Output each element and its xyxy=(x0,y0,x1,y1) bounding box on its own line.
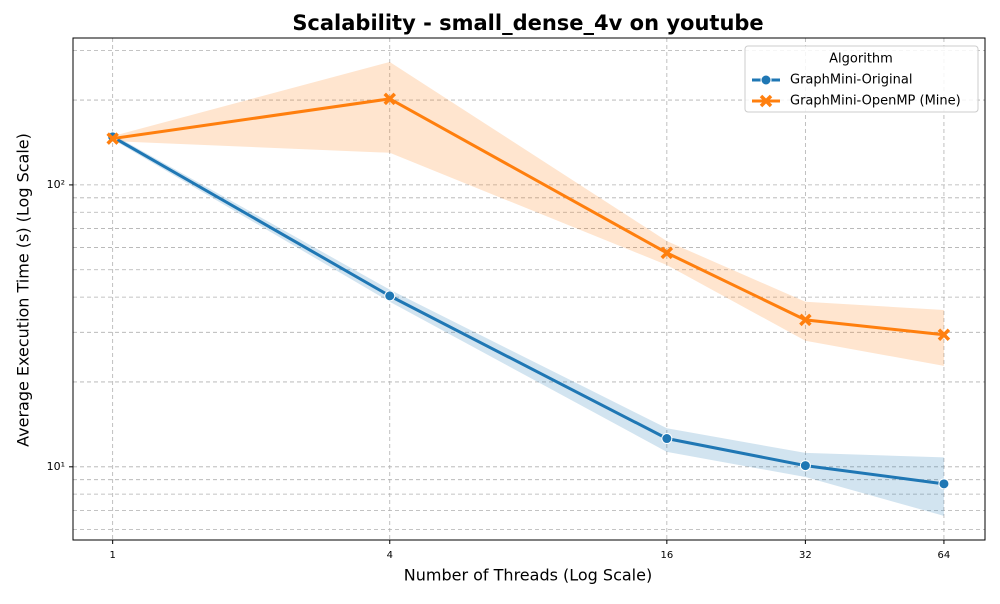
marker xyxy=(760,74,772,86)
legend-label: GraphMini-OpenMP (Mine) xyxy=(790,94,961,109)
marker xyxy=(661,433,673,445)
x-tick-label: 4 xyxy=(387,550,393,561)
marker xyxy=(799,460,811,472)
y-axis-label: Average Execution Time (s) (Log Scale) xyxy=(14,133,33,447)
legend-label: GraphMini-Original xyxy=(790,73,912,88)
legend-box xyxy=(744,45,979,113)
confidence-band xyxy=(112,61,944,366)
legend-title: Algorithm xyxy=(829,52,893,67)
x-tick-label: 1 xyxy=(109,550,115,561)
plot-frame xyxy=(72,37,986,541)
legend: Algorithm GraphMini-Original GraphMini-Ope… xyxy=(744,45,979,113)
chart-title: Scalability - small_dense_4v on youtube xyxy=(292,11,763,35)
marker xyxy=(106,132,119,145)
marker xyxy=(383,92,396,106)
marker xyxy=(660,246,674,260)
y-tick-label: 10² xyxy=(47,178,65,191)
x-axis-label: Number of Threads (Log Scale) xyxy=(404,566,652,585)
marker xyxy=(384,290,396,302)
marker xyxy=(799,313,812,327)
marker xyxy=(938,478,950,490)
confidence-band xyxy=(112,134,944,516)
x-tick-label: 64 xyxy=(938,550,951,561)
marker xyxy=(759,94,773,108)
x-tick-label: 32 xyxy=(799,550,812,561)
x-tick-label: 16 xyxy=(660,550,673,561)
marker xyxy=(937,328,951,342)
y-tick-label: 10¹ xyxy=(47,460,65,473)
